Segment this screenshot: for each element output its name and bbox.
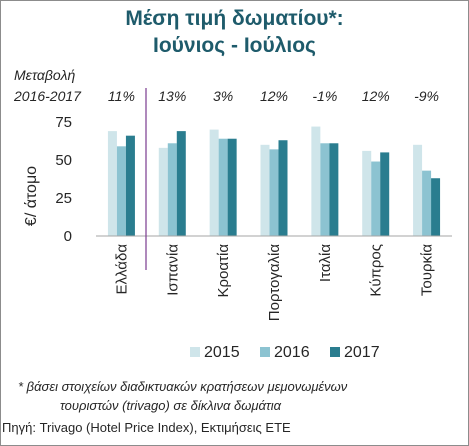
bar-2015 bbox=[107, 131, 117, 236]
legend-swatch bbox=[330, 347, 340, 357]
bar-2015 bbox=[260, 144, 270, 236]
bar-2017 bbox=[278, 140, 288, 236]
legend-label: 2015 bbox=[204, 344, 240, 361]
footnote-line-1: * βάσει στοιχείων διαδικτυακών κρατήσεων… bbox=[18, 379, 348, 394]
bar-2017 bbox=[125, 135, 135, 236]
y-tick-label: 25 bbox=[55, 190, 72, 207]
bar-2015 bbox=[158, 147, 168, 236]
change-value: 3% bbox=[213, 88, 233, 104]
bar-2017 bbox=[380, 152, 390, 236]
bar-2017 bbox=[227, 138, 237, 236]
change-value: 12% bbox=[260, 88, 288, 104]
y-tick-label: 75 bbox=[55, 114, 72, 131]
x-tick-label: Κροατία bbox=[215, 244, 232, 298]
x-tick-label: Πορτογαλία bbox=[266, 244, 283, 322]
bar-2016 bbox=[218, 138, 228, 236]
x-tick-label: Ισπανία bbox=[164, 244, 181, 296]
change-value: -9% bbox=[414, 88, 439, 104]
legend-label: 2016 bbox=[274, 344, 310, 361]
change-value: -1% bbox=[312, 88, 337, 104]
bar-2016 bbox=[371, 161, 381, 236]
legend-swatch bbox=[190, 347, 200, 357]
bar-2015 bbox=[311, 126, 321, 236]
change-value: 13% bbox=[158, 88, 186, 104]
change-value: 12% bbox=[362, 88, 390, 104]
chart-title-line-2: Ιούνιος - Ιούλιος bbox=[153, 34, 316, 57]
bar-2017 bbox=[329, 143, 339, 236]
bar-2017 bbox=[176, 131, 186, 236]
bar-2016 bbox=[167, 143, 177, 236]
y-tick-label: 0 bbox=[64, 228, 72, 245]
x-tick-label: Ελλάδα bbox=[113, 244, 130, 295]
x-tick-label: Τουρκία bbox=[419, 244, 436, 296]
bar-2015 bbox=[413, 144, 423, 236]
change-label-line-1: Μεταβολή bbox=[14, 67, 76, 83]
y-axis-title: €/ άτομο bbox=[23, 166, 40, 226]
chart-title-line-1: Μέση τιμή δωματίου*: bbox=[125, 7, 344, 30]
bar-2016 bbox=[116, 146, 126, 236]
change-label-line-2: 2016-2017 bbox=[13, 88, 82, 104]
bar-2015 bbox=[209, 129, 219, 236]
y-tick-label: 50 bbox=[55, 152, 72, 169]
bar-2016 bbox=[269, 149, 279, 236]
change-value: 11% bbox=[108, 88, 135, 104]
x-tick-label: Κύπρος bbox=[368, 244, 385, 297]
legend-label: 2017 bbox=[344, 344, 380, 361]
source-note: Πηγή: Trivago (Hotel Price Index), Εκτιμ… bbox=[2, 420, 291, 435]
bar-2016 bbox=[422, 170, 432, 236]
x-tick-label: Ιταλία bbox=[317, 244, 334, 282]
legend: 2015 2016 2017 bbox=[190, 344, 380, 361]
footnote-line-2: τουριστών (trivago) σε δίκλινα δωμάτια bbox=[60, 398, 282, 413]
legend-swatch bbox=[260, 347, 270, 357]
bar-2015 bbox=[362, 150, 372, 236]
bar-2016 bbox=[320, 143, 330, 236]
bar-chart: Μεταβολή 2016-2017 €/ άτομο 0 25 50 75 11% 1… bbox=[13, 67, 452, 361]
bar-2017 bbox=[431, 178, 441, 236]
